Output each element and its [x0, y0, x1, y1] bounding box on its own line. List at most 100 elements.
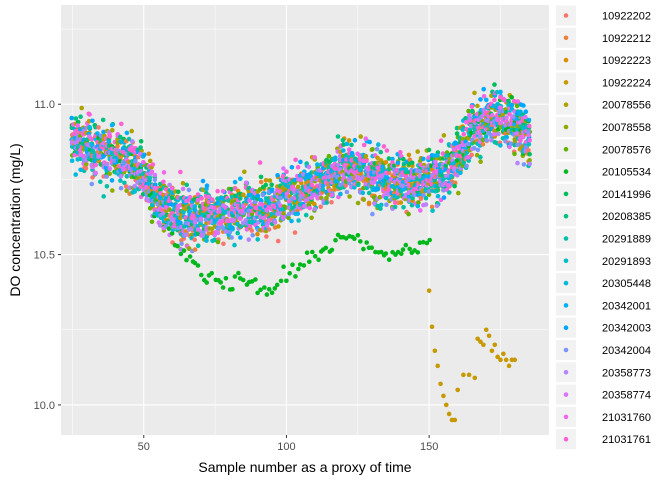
outlier-point — [452, 417, 458, 423]
data-point — [107, 166, 113, 171]
data-point — [374, 146, 380, 152]
data-point — [249, 228, 255, 233]
data-point — [309, 195, 314, 201]
data-point — [296, 266, 301, 272]
data-point — [329, 247, 335, 253]
data-point — [138, 178, 143, 184]
data-point — [329, 200, 334, 205]
data-point — [315, 162, 320, 167]
data-point — [69, 115, 74, 121]
data-point — [526, 123, 532, 129]
outlier-point — [438, 381, 443, 387]
data-point — [515, 99, 521, 104]
outlier-point — [501, 351, 506, 357]
data-point — [186, 246, 192, 251]
legend-swatch — [563, 236, 569, 241]
data-point — [366, 200, 372, 206]
legend-label: 20291889 — [602, 234, 651, 246]
data-point — [472, 146, 477, 151]
legend-swatch — [563, 169, 569, 174]
data-point — [272, 203, 277, 209]
data-point — [281, 166, 286, 171]
data-point — [269, 290, 275, 296]
data-point — [468, 123, 474, 129]
data-point — [526, 117, 532, 123]
data-point — [475, 147, 481, 153]
data-point — [344, 141, 350, 147]
data-point — [210, 197, 215, 202]
data-point — [280, 177, 286, 183]
data-point — [200, 187, 206, 193]
data-point — [278, 278, 284, 284]
y-axis-title: DO concentration (mg/L) — [7, 143, 23, 296]
data-point — [441, 188, 446, 193]
panel-background — [61, 5, 549, 435]
data-point — [223, 229, 229, 234]
legend-label: 20105534 — [602, 167, 651, 179]
y-axis-ticks: 10.0 10.5 11.0 — [34, 99, 61, 412]
data-point — [441, 133, 447, 138]
data-point — [346, 138, 352, 143]
data-point — [232, 274, 238, 279]
data-point — [209, 270, 214, 276]
data-point — [293, 157, 298, 163]
data-point — [417, 240, 423, 245]
data-point — [438, 138, 444, 143]
data-point — [152, 172, 158, 178]
data-point — [484, 97, 489, 103]
legend-label: 20342001 — [602, 300, 651, 312]
data-point — [312, 206, 318, 212]
data-point — [379, 249, 384, 255]
y-tick-label: 11.0 — [34, 99, 55, 111]
y-tick-label: 10.0 — [34, 400, 55, 412]
data-point — [229, 235, 234, 240]
legend-swatch — [563, 347, 569, 353]
data-point — [489, 93, 494, 98]
data-point — [309, 215, 314, 221]
legend-swatch — [563, 80, 569, 85]
data-point — [146, 151, 152, 157]
data-point — [526, 141, 532, 147]
data-point — [527, 138, 532, 143]
data-point — [87, 124, 92, 130]
data-point — [218, 280, 223, 285]
legend-label: 20342004 — [602, 345, 651, 357]
data-point — [236, 270, 241, 276]
data-point — [407, 157, 413, 162]
data-point — [378, 149, 384, 155]
data-point — [392, 204, 398, 210]
data-point — [104, 184, 110, 189]
data-point — [472, 90, 477, 96]
data-point — [478, 134, 483, 139]
data-point — [163, 204, 169, 210]
data-point — [346, 147, 352, 152]
data-point — [284, 169, 289, 174]
legend-swatch — [563, 258, 569, 264]
data-point — [495, 117, 501, 123]
data-point — [227, 229, 233, 235]
legend-label: 20078558 — [602, 122, 651, 134]
data-point — [199, 272, 204, 278]
data-point — [212, 205, 217, 211]
legend-label: 10922212 — [602, 33, 651, 45]
data-point — [478, 97, 483, 102]
data-point — [86, 118, 92, 124]
outlier-point — [478, 339, 483, 345]
data-point — [443, 163, 449, 168]
data-point — [379, 202, 384, 208]
outlier-point — [503, 357, 509, 363]
data-point — [157, 223, 163, 228]
data-point — [508, 141, 514, 146]
data-point — [132, 183, 137, 189]
outlier-point — [489, 348, 495, 354]
data-point — [178, 215, 183, 221]
data-point — [514, 103, 520, 109]
data-point — [246, 237, 252, 242]
data-point — [378, 206, 383, 211]
data-point — [424, 240, 430, 246]
data-point — [186, 187, 192, 193]
data-point — [247, 198, 252, 203]
legend-label: 20208385 — [602, 211, 651, 223]
outlier-point — [472, 375, 478, 381]
data-point — [474, 111, 480, 117]
